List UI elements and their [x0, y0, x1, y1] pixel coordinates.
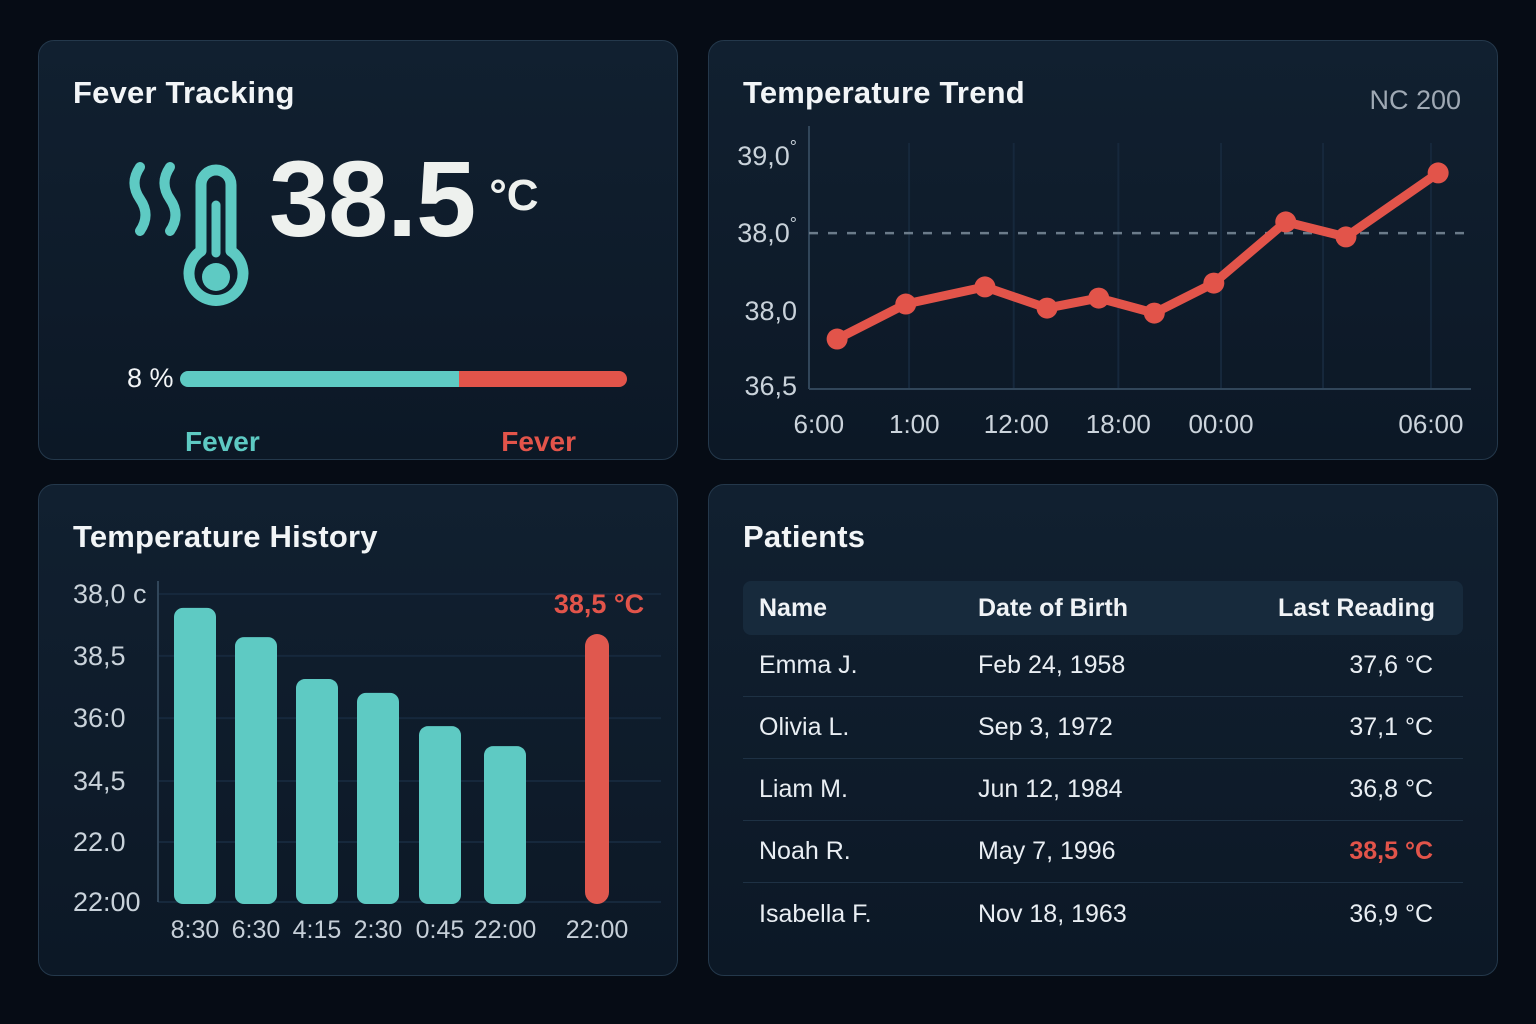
data-point[interactable] — [1203, 272, 1225, 294]
x-axis-tick-label: 2:30 — [354, 916, 403, 944]
y-axis-tick-label: 38,5 — [73, 641, 126, 671]
data-point[interactable] — [1427, 162, 1449, 184]
gauge-labels: Fever Fever — [185, 426, 576, 458]
patient-dob: Jun 12, 1984 — [978, 775, 1123, 803]
data-point[interactable] — [974, 276, 996, 298]
trend-line — [832, 168, 1443, 344]
data-point[interactable] — [1275, 211, 1297, 233]
patient-last-reading: 36,9 °C — [1349, 899, 1433, 928]
x-axis-tick-label: 1:00 — [889, 409, 940, 439]
patient-last-reading: 38,5 °C — [1349, 837, 1433, 865]
y-axis-tick-label: 36,5 — [744, 371, 797, 401]
column-header-date-of-birth[interactable]: Date of Birth — [978, 593, 1128, 622]
fever-card-title: Fever Tracking — [73, 75, 295, 110]
bar[interactable] — [174, 607, 216, 904]
temperature-number: 38.5 — [269, 138, 476, 259]
x-axis-tick-label: 8:30 — [171, 916, 220, 944]
fever-tracking-card: Fever Tracking 38.5 °C 8 % Fever Feve — [38, 40, 678, 460]
patient-dob: Nov 18, 1963 — [978, 899, 1127, 928]
fever-gauge-row: 8 % — [73, 363, 643, 394]
data-point[interactable] — [1335, 226, 1357, 248]
patient-row[interactable]: Noah R. May 7, 1996 38,5 °C — [743, 821, 1463, 883]
y-axis-tick-label: 22:00 — [73, 887, 141, 917]
heat-wave-icon — [129, 162, 151, 236]
data-point[interactable] — [895, 293, 917, 315]
y-axis-tick-label: 38,0 — [744, 296, 797, 326]
patient-name: Emma J. — [759, 651, 858, 679]
y-axis-tick-label: 36:0 — [73, 703, 126, 733]
temperature-unit: °C — [489, 171, 539, 220]
history-card-title: Temperature History — [73, 519, 378, 554]
gauge-segment-normal — [180, 370, 460, 387]
x-axis-tick-label: 6:00 — [794, 409, 845, 439]
patient-dob: May 7, 1996 — [978, 837, 1116, 865]
y-axis-tick-label: 39,0° — [737, 137, 797, 171]
history-bar-chart[interactable]: 38,0 c 38,5 36:0 34,5 22.0 22:00 8:30 6:30 4:15 2… — [39, 485, 679, 977]
temperature-trend-card: Temperature Trend NC 200 39,0° 38,0° 38,0 3… — [708, 40, 1498, 460]
x-axis-tick-label: 12:00 — [984, 409, 1049, 439]
patients-table-header: Name Date of Birth Last Reading — [743, 581, 1463, 635]
bar[interactable] — [296, 679, 338, 904]
x-axis-tick-label: 00:00 — [1188, 409, 1253, 439]
column-header-last-reading[interactable]: Last Reading — [1278, 593, 1435, 622]
patient-row[interactable]: Isabella F. Nov 18, 1963 36,9 °C — [743, 883, 1463, 945]
data-point[interactable] — [1143, 302, 1165, 324]
x-axis-tick-label: 22:00 — [474, 916, 537, 944]
patient-name: Noah R. — [759, 837, 851, 865]
gauge-percent-label: 8 % — [127, 363, 174, 393]
x-axis-tick-label: 22:00 — [566, 916, 629, 944]
x-axis-tick-label: 18:00 — [1086, 409, 1151, 439]
bar[interactable] — [419, 726, 461, 904]
column-header-name[interactable]: Name — [759, 593, 828, 622]
bar[interactable] — [484, 746, 526, 904]
patients-table: Name Date of Birth Last Reading Emma J. Feb… — [743, 581, 1463, 945]
x-axis-tick-label: 0:45 — [416, 916, 465, 944]
y-axis-tick-label: 38,0° — [737, 214, 797, 248]
patient-last-reading: 37,1 °C — [1349, 713, 1433, 741]
x-axis-tick-label: 06:00 — [1398, 409, 1463, 439]
x-axis-tick-label: 4:15 — [293, 916, 342, 944]
data-point[interactable] — [1088, 287, 1110, 309]
temperature-value: 38.5 °C — [269, 145, 539, 253]
patient-row[interactable]: Emma J. Feb 24, 1958 37,6 °C — [743, 635, 1463, 697]
trend-card-title: Temperature Trend — [743, 75, 1025, 110]
patient-row[interactable]: Olivia L. Sep 3, 1972 37,1 °C — [743, 697, 1463, 759]
bar[interactable] — [357, 692, 399, 904]
temperature-history-card: Temperature History 38,0 c 38,5 36:0 34,5 22… — [38, 484, 678, 976]
thermometer-body — [183, 164, 249, 306]
patient-name: Liam M. — [759, 775, 848, 803]
highlighted-bar[interactable] — [585, 634, 609, 904]
y-axis-tick-label: 22.0 — [73, 827, 126, 857]
bar[interactable] — [235, 637, 277, 904]
data-point[interactable] — [826, 328, 848, 350]
patient-name: Olivia L. — [759, 713, 850, 741]
thermometer-bulb — [202, 263, 230, 291]
thermometer-icon — [113, 153, 253, 313]
fever-gauge-bar[interactable] — [180, 370, 627, 387]
current-reading: 38.5 °C — [113, 145, 643, 313]
gauge-segment-fever — [459, 370, 627, 387]
trend-line-chart[interactable]: 39,0° 38,0° 38,0 36,5 6:00 1:00 12:00 18:00 00:0… — [709, 41, 1499, 461]
device-badge: NC 200 — [1369, 85, 1461, 115]
gauge-label-left: Fever — [185, 426, 260, 457]
patient-row[interactable]: Liam M. Jun 12, 1984 36,8 °C — [743, 759, 1463, 821]
patients-card: Patients Name Date of Birth Last Reading E… — [708, 484, 1498, 976]
data-point[interactable] — [1036, 297, 1058, 319]
patient-last-reading: 37,6 °C — [1349, 651, 1433, 679]
x-axis-tick-label: 6:30 — [232, 916, 281, 944]
heat-wave-icon — [159, 162, 181, 236]
highlighted-bar-label: 38,5 °C — [554, 589, 644, 619]
y-axis-tick-label: 38,0 c — [73, 579, 147, 609]
patient-name: Isabella F. — [759, 899, 872, 928]
patient-last-reading: 36,8 °C — [1349, 775, 1433, 803]
patient-dob: Feb 24, 1958 — [978, 651, 1126, 679]
patient-dob: Sep 3, 1972 — [978, 713, 1113, 741]
gauge-label-right: Fever — [501, 426, 576, 457]
y-axis-tick-label: 34,5 — [73, 766, 126, 796]
patients-table-body: Emma J. Feb 24, 1958 37,6 °C Olivia L. Sep 3… — [743, 635, 1463, 945]
patients-card-title: Patients — [743, 519, 866, 554]
